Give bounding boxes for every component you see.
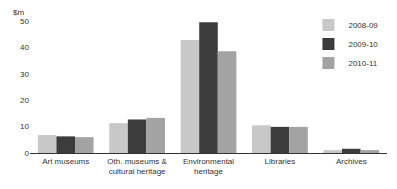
svg-text:2008-09: 2008-09 xyxy=(348,21,378,30)
svg-text:2009-10: 2009-10 xyxy=(348,40,378,49)
svg-text:Art museums: Art museums xyxy=(42,157,89,166)
svg-text:2010-11: 2010-11 xyxy=(348,59,377,68)
svg-text:10: 10 xyxy=(20,122,29,131)
svg-text:50: 50 xyxy=(20,17,29,26)
svg-text:40: 40 xyxy=(20,43,29,52)
svg-text:$m: $m xyxy=(13,8,24,17)
svg-text:Environmentalheritage: Environmentalheritage xyxy=(183,157,234,176)
svg-text:0: 0 xyxy=(25,149,30,158)
svg-text:Libraries: Libraries xyxy=(265,157,296,166)
svg-text:Archives: Archives xyxy=(336,157,367,166)
svg-text:Oth. museums &cultural heritag: Oth. museums &cultural heritage xyxy=(107,157,167,176)
svg-text:20: 20 xyxy=(20,96,29,105)
svg-text:30: 30 xyxy=(20,70,29,79)
